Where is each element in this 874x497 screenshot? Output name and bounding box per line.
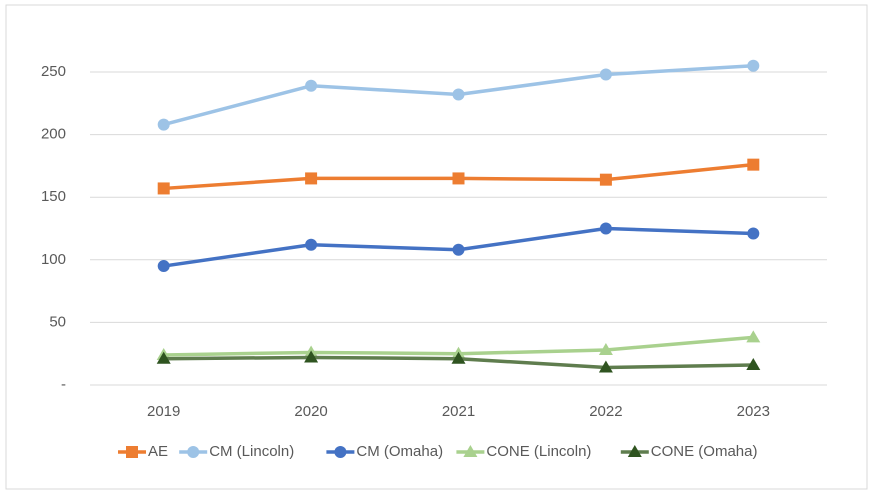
legend-label: CM (Omaha) [356,443,443,460]
data-point [157,260,170,273]
data-point [304,350,319,363]
data-point [598,342,613,355]
y-tick-label: 200 [41,126,66,143]
legend-item: CM (Lincoln) [179,443,294,460]
data-point [451,351,466,364]
data-point [599,68,612,81]
y-tick-label: - [61,376,66,393]
data-point [746,330,761,343]
data-point [452,88,465,101]
legend-marker [627,445,642,457]
legend-marker [334,446,347,458]
data-point [305,172,318,185]
data-point [157,182,170,195]
y-tick-label: 100 [41,251,66,268]
legend-marker [126,446,138,458]
legend-label: CM (Lincoln) [209,443,294,460]
data-point [599,173,612,186]
x-tick-label: 2020 [294,403,327,420]
y-tick-label: 250 [41,63,66,80]
x-tick-label: 2022 [589,403,622,420]
data-point [747,59,760,72]
data-point [746,357,761,370]
data-point [305,79,318,92]
legend-marker [187,446,200,458]
y-tick-label: 50 [49,313,66,330]
y-tick-label: 150 [41,188,66,205]
data-point [452,172,465,185]
legend-label: AE [148,443,168,460]
chart-border [5,4,868,490]
data-point [452,243,465,256]
legend-item: AE [118,443,168,460]
data-point [157,118,170,131]
x-tick-label: 2023 [737,403,770,420]
legend-marker [463,445,478,457]
data-point [156,351,171,364]
legend-label: CONE (Lincoln) [486,443,591,460]
legend-item: CONE (Lincoln) [456,443,591,460]
legend-item: CONE (Omaha) [620,443,758,460]
data-point [305,238,318,251]
data-point [598,360,613,373]
legend-item: CM (Omaha) [326,443,443,460]
legend-label: CONE (Omaha) [651,443,758,460]
data-point [599,222,612,235]
x-tick-label: 2019 [147,403,180,420]
x-tick-label: 2021 [442,403,475,420]
data-point [747,227,760,240]
data-point [747,158,760,171]
